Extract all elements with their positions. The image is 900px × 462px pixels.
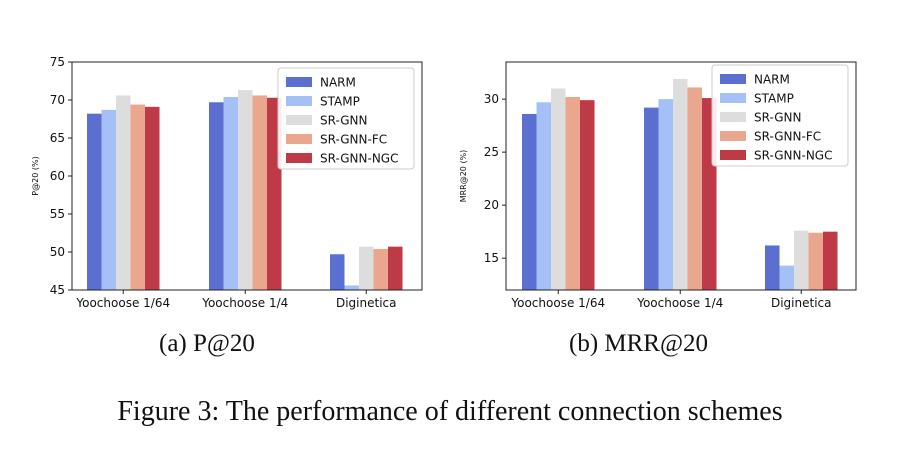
- chart-0-bar-sr-gnn-ngc-2: [388, 246, 403, 290]
- chart-0-bar-sr-gnn-0: [116, 95, 131, 290]
- chart-1-bar-sr-gnn-fc-2: [808, 232, 823, 290]
- chart-1-ylabel: MRR@20 (%): [459, 150, 468, 203]
- chart-1-bar-sr-gnn-fc-1: [687, 87, 702, 290]
- chart-1-axes-frame: [505, 61, 857, 291]
- chart-1-legend-label-2: SR-GNN: [754, 111, 802, 125]
- chart-0-bar-sr-gnn-1: [238, 90, 253, 291]
- chart-1-bar-stamp-0: [536, 102, 551, 291]
- chart-0-legend-swatch-3: [286, 134, 312, 144]
- chart-0-bar-stamp-2: [344, 285, 359, 290]
- chart-0-xtick-label-0: Yoochoose 1/64: [75, 296, 170, 310]
- chart-0-bar-stamp-0: [101, 109, 116, 290]
- chart-0-bar-narm-1: [209, 102, 224, 290]
- chart-0-bar-sr-gnn-fc-1: [252, 95, 267, 290]
- chart-1-bar-narm-2: [765, 245, 780, 290]
- figure-caption: Figure 3: The performance of different c…: [117, 396, 783, 427]
- chart-1-legend-label-4: SR-GNN-NGC: [754, 149, 832, 163]
- chart-1-legend-label-3: SR-GNN-FC: [754, 130, 821, 144]
- chart-1-legend-label-0: NARM: [754, 73, 790, 87]
- chart-0-legend-swatch-1: [286, 96, 312, 106]
- chart-1-ytick-label-2: 25: [484, 145, 499, 159]
- chart-0-xtick-label-1: Yoochoose 1/4: [201, 296, 288, 310]
- chart-0-legend-swatch-4: [286, 153, 312, 163]
- chart-0-bar-narm-0: [87, 113, 102, 291]
- chart-0-legend-label-1: STAMP: [320, 95, 360, 109]
- subcaption-b: (b) MRR@20: [569, 330, 709, 357]
- chart-0-legend-label-2: SR-GNN: [320, 114, 368, 128]
- chart-0-ytick-label-0: 45: [50, 283, 65, 297]
- chart-0-bar-sr-gnn-fc-0: [130, 104, 145, 290]
- chart-0-ytick-label-6: 75: [50, 55, 65, 69]
- chart-1-bar-stamp-1: [658, 99, 673, 291]
- chart-1-bar-stamp-2: [779, 265, 794, 290]
- chart-1-legend-swatch-3: [720, 131, 746, 141]
- chart-0-bar-sr-gnn-2: [359, 246, 374, 290]
- chart-0-ytick-label-1: 50: [50, 245, 65, 259]
- chart-1-bar-sr-gnn-0: [551, 88, 566, 290]
- chart-1-xtick-label-2: Diginetica: [771, 296, 832, 310]
- chart-1-legend-swatch-2: [720, 112, 746, 122]
- chart-0-legend-swatch-0: [286, 77, 312, 87]
- chart-0-bar-sr-gnn-fc-2: [373, 248, 388, 290]
- chart-0-ytick-label-3: 60: [50, 169, 65, 183]
- chart-0-ylabel: P@20 (%): [31, 156, 40, 195]
- chart-1-ytick-label-0: 15: [484, 251, 499, 265]
- chart-0-legend-label-4: SR-GNN-NGC: [320, 152, 398, 166]
- chart-1-legend-label-1: STAMP: [754, 92, 794, 106]
- chart-1-xtick-label-1: Yoochoose 1/4: [636, 296, 723, 310]
- chart-0-legend-label-0: NARM: [320, 76, 356, 90]
- chart-0-bar-narm-2: [330, 254, 345, 290]
- subcaption-a: (a) P@20: [159, 330, 255, 357]
- chart-0-ytick-label-4: 65: [50, 131, 65, 145]
- chart-0-ytick-label-2: 55: [50, 207, 65, 221]
- chart-1-ytick-label-3: 30: [484, 92, 499, 106]
- chart-0-ytick-label-5: 70: [50, 93, 65, 107]
- chart-1-bar-sr-gnn-ngc-2: [823, 231, 838, 290]
- chart-1-bar-sr-gnn-2: [794, 230, 809, 290]
- chart-0-legend-swatch-2: [286, 115, 312, 125]
- chart-1-legend-swatch-4: [720, 150, 746, 160]
- chart-0-xtick-label-2: Diginetica: [336, 296, 397, 310]
- chart-1-legend-swatch-0: [720, 74, 746, 84]
- chart-1-ytick-label-1: 20: [484, 198, 499, 212]
- chart-1-bar-narm-1: [644, 107, 659, 290]
- chart-1-bar-narm-0: [522, 113, 537, 290]
- chart-1-bar-sr-gnn-ngc-0: [580, 100, 595, 290]
- chart-1-bar-sr-gnn-fc-0: [565, 96, 580, 290]
- chart-1-xtick-label-0: Yoochoose 1/64: [510, 296, 605, 310]
- chart-0-bar-sr-gnn-ngc-0: [145, 106, 160, 290]
- chart-1-bar-sr-gnn-1: [673, 78, 688, 291]
- chart-1-legend-swatch-1: [720, 93, 746, 103]
- chart-0-bar-stamp-1: [223, 96, 238, 291]
- chart-0-legend-label-3: SR-GNN-FC: [320, 133, 387, 147]
